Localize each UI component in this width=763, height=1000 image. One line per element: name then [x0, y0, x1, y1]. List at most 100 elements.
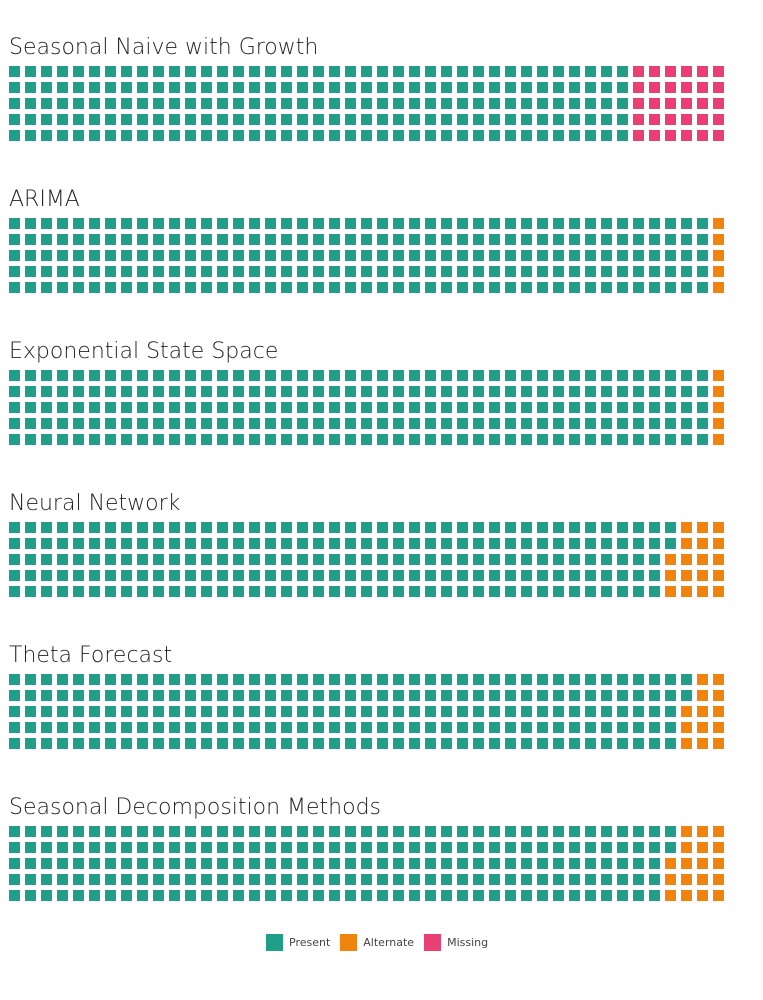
waffle-cell-present — [441, 842, 452, 853]
waffle-cell-present — [425, 554, 436, 565]
waffle-cell-present — [345, 858, 356, 869]
waffle-cell-present — [249, 858, 260, 869]
waffle-cell-present — [185, 890, 196, 901]
waffle-cell-present — [601, 250, 612, 261]
waffle-cell-present — [409, 690, 420, 701]
waffle-grid — [9, 370, 724, 445]
waffle-cell-present — [201, 826, 212, 837]
waffle-cell-present — [377, 570, 388, 581]
waffle-cell-present — [201, 874, 212, 885]
waffle-cell-present — [377, 402, 388, 413]
waffle-cell-present — [537, 386, 548, 397]
waffle-cell-present — [9, 234, 20, 245]
waffle-cell-present — [649, 842, 660, 853]
waffle-cell-present — [569, 554, 580, 565]
waffle-cell-present — [249, 434, 260, 445]
waffle-cell-present — [361, 114, 372, 125]
waffle-cell-present — [265, 434, 276, 445]
waffle-cell-present — [377, 674, 388, 685]
waffle-cell-present — [521, 98, 532, 109]
waffle-cell-present — [505, 706, 516, 717]
waffle-cell-present — [361, 218, 372, 229]
waffle-cell-present — [345, 690, 356, 701]
waffle-cell-present — [441, 402, 452, 413]
waffle-cell-present — [105, 66, 116, 77]
waffle-cell-present — [553, 690, 564, 701]
waffle-cell-present — [345, 554, 356, 565]
waffle-cell-present — [41, 738, 52, 749]
waffle-cell-present — [569, 874, 580, 885]
waffle-cell-present — [329, 570, 340, 581]
waffle-cell-missing — [633, 98, 644, 109]
waffle-cell-present — [41, 114, 52, 125]
waffle-cell-present — [617, 82, 628, 93]
waffle-cell-missing — [665, 114, 676, 125]
waffle-cell-present — [249, 890, 260, 901]
waffle-cell-present — [617, 370, 628, 381]
waffle-cell-present — [121, 738, 132, 749]
waffle-cell-present — [105, 282, 116, 293]
waffle-cell-present — [249, 706, 260, 717]
waffle-cell-present — [441, 722, 452, 733]
waffle-cell-present — [377, 826, 388, 837]
waffle-cell-present — [697, 370, 708, 381]
waffle-cell-present — [217, 826, 228, 837]
waffle-cell-present — [121, 570, 132, 581]
waffle-cell-alternate — [681, 538, 692, 549]
waffle-cell-present — [505, 538, 516, 549]
legend-item-alternate: Alternate — [340, 933, 414, 951]
waffle-cell-present — [169, 826, 180, 837]
waffle-cell-present — [265, 570, 276, 581]
waffle-cell-missing — [697, 66, 708, 77]
waffle-cell-present — [313, 66, 324, 77]
waffle-cell-present — [169, 874, 180, 885]
waffle-cell-present — [361, 282, 372, 293]
waffle-cell-present — [409, 250, 420, 261]
panel-title: Seasonal Naive with Growth — [9, 35, 319, 60]
waffle-cell-present — [473, 722, 484, 733]
waffle-cell-present — [617, 98, 628, 109]
waffle-cell-present — [345, 890, 356, 901]
waffle-cell-present — [649, 570, 660, 581]
waffle-cell-present — [585, 538, 596, 549]
waffle-cell-present — [361, 386, 372, 397]
waffle-cell-present — [409, 370, 420, 381]
waffle-cell-present — [217, 98, 228, 109]
waffle-cell-present — [25, 266, 36, 277]
waffle-cell-present — [633, 538, 644, 549]
waffle-cell-present — [249, 82, 260, 93]
waffle-cell-present — [697, 250, 708, 261]
waffle-cell-missing — [697, 82, 708, 93]
waffle-cell-present — [345, 282, 356, 293]
waffle-cell-present — [201, 218, 212, 229]
waffle-cell-present — [345, 130, 356, 141]
waffle-cell-present — [9, 82, 20, 93]
waffle-cell-present — [9, 674, 20, 685]
waffle-cell-present — [313, 570, 324, 581]
waffle-cell-present — [521, 858, 532, 869]
waffle-cell-present — [105, 826, 116, 837]
waffle-cell-present — [137, 266, 148, 277]
waffle-cell-present — [553, 722, 564, 733]
waffle-cell-present — [313, 370, 324, 381]
waffle-cell-present — [217, 690, 228, 701]
waffle-cell-present — [489, 826, 500, 837]
waffle-cell-present — [505, 282, 516, 293]
waffle-cell-present — [473, 402, 484, 413]
waffle-cell-present — [537, 250, 548, 261]
waffle-cell-present — [57, 890, 68, 901]
waffle-cell-present — [537, 858, 548, 869]
waffle-cell-present — [441, 826, 452, 837]
waffle-cell-present — [265, 114, 276, 125]
waffle-cell-present — [601, 370, 612, 381]
waffle-cell-present — [633, 250, 644, 261]
waffle-cell-present — [249, 674, 260, 685]
waffle-cell-present — [281, 858, 292, 869]
waffle-cell-present — [601, 522, 612, 533]
waffle-cell-present — [105, 586, 116, 597]
waffle-cell-present — [41, 890, 52, 901]
waffle-cell-present — [537, 130, 548, 141]
waffle-cell-present — [505, 402, 516, 413]
waffle-cell-present — [313, 706, 324, 717]
waffle-cell-present — [233, 554, 244, 565]
